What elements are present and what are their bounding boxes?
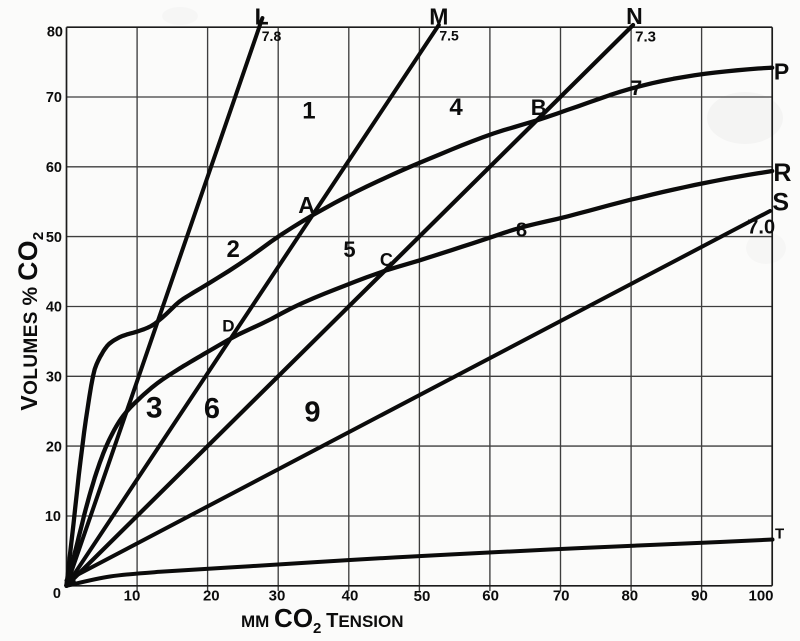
- svg-text:P: P: [774, 58, 789, 84]
- svg-text:40: 40: [46, 300, 62, 316]
- svg-text:90: 90: [691, 588, 708, 605]
- svg-text:50: 50: [46, 230, 62, 246]
- svg-text:1: 1: [302, 98, 315, 125]
- svg-text:0: 0: [53, 586, 61, 602]
- svg-text:S: S: [772, 188, 789, 216]
- svg-text:7.5: 7.5: [439, 28, 459, 44]
- svg-text:A: A: [298, 192, 315, 218]
- svg-text:70: 70: [46, 90, 62, 106]
- svg-text:80: 80: [47, 24, 63, 40]
- svg-text:7.3: 7.3: [635, 28, 656, 45]
- svg-text:R: R: [773, 159, 791, 187]
- svg-text:60: 60: [482, 588, 499, 605]
- svg-text:40: 40: [342, 588, 359, 605]
- svg-text:80: 80: [621, 588, 638, 605]
- svg-text:60: 60: [46, 160, 62, 176]
- svg-text:10: 10: [45, 509, 61, 525]
- svg-text:L: L: [255, 3, 269, 29]
- svg-text:6: 6: [204, 393, 220, 425]
- svg-text:4: 4: [449, 94, 463, 121]
- svg-text:7.0: 7.0: [747, 216, 775, 238]
- svg-text:5: 5: [343, 237, 355, 262]
- svg-text:100: 100: [748, 588, 773, 605]
- svg-text:B: B: [531, 95, 547, 120]
- svg-text:N: N: [626, 3, 643, 29]
- svg-text:50: 50: [414, 588, 431, 605]
- svg-text:7.8: 7.8: [262, 28, 282, 44]
- svg-text:M: M: [429, 3, 448, 29]
- svg-text:7: 7: [630, 77, 642, 100]
- svg-text:70: 70: [553, 588, 570, 605]
- svg-text:30: 30: [269, 588, 286, 605]
- svg-text:T: T: [775, 526, 784, 543]
- svg-text:C: C: [380, 250, 393, 270]
- svg-text:9: 9: [304, 396, 320, 428]
- svg-text:20: 20: [203, 588, 220, 605]
- svg-text:2: 2: [227, 236, 240, 263]
- svg-text:8: 8: [516, 219, 527, 241]
- svg-text:30: 30: [46, 370, 62, 386]
- svg-text:10: 10: [124, 588, 141, 605]
- svg-text:D: D: [222, 316, 234, 335]
- svg-text:20: 20: [46, 439, 62, 455]
- svg-text:3: 3: [146, 392, 163, 425]
